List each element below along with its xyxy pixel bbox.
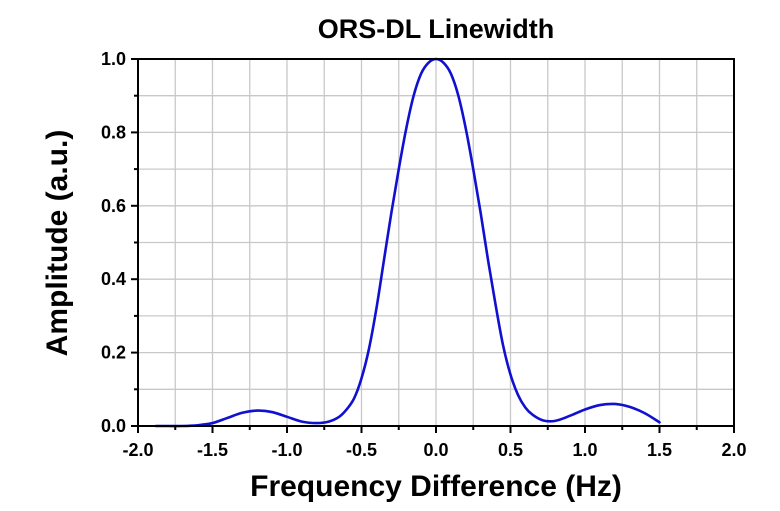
x-tick-label: 0.5 <box>498 440 523 460</box>
x-tick-label: 2.0 <box>721 440 746 460</box>
x-tick-label: -0.5 <box>346 440 377 460</box>
y-tick-label: 1.0 <box>101 49 126 69</box>
y-tick-label: 0.8 <box>101 122 126 142</box>
x-tick-label: 1.0 <box>572 440 597 460</box>
x-tick-label: 0.0 <box>423 440 448 460</box>
x-tick-label: -1.5 <box>197 440 228 460</box>
x-tick-labels: -2.0 -1.5 -1.0 -0.5 0.0 0.5 1.0 1.5 2.0 <box>122 440 746 460</box>
chart-title: ORS-DL Linewidth <box>318 14 555 44</box>
x-tick-label: 1.5 <box>647 440 672 460</box>
grid-lines <box>138 59 734 426</box>
y-tick-label: 0.0 <box>101 416 126 436</box>
y-tick-label: 0.6 <box>101 196 126 216</box>
x-axis-label: Frequency Difference (Hz) <box>250 470 622 503</box>
x-tick-label: -2.0 <box>122 440 153 460</box>
x-tick-label: -1.0 <box>271 440 302 460</box>
y-tick-label: 0.2 <box>101 343 126 363</box>
y-tick-labels: 0.0 0.2 0.4 0.6 0.8 1.0 <box>101 49 126 436</box>
amplitude-line <box>154 57 661 428</box>
y-tick-label: 0.4 <box>101 269 126 289</box>
axis-ticks <box>131 58 735 433</box>
y-axis-label: Amplitude (a.u.) <box>41 130 74 357</box>
